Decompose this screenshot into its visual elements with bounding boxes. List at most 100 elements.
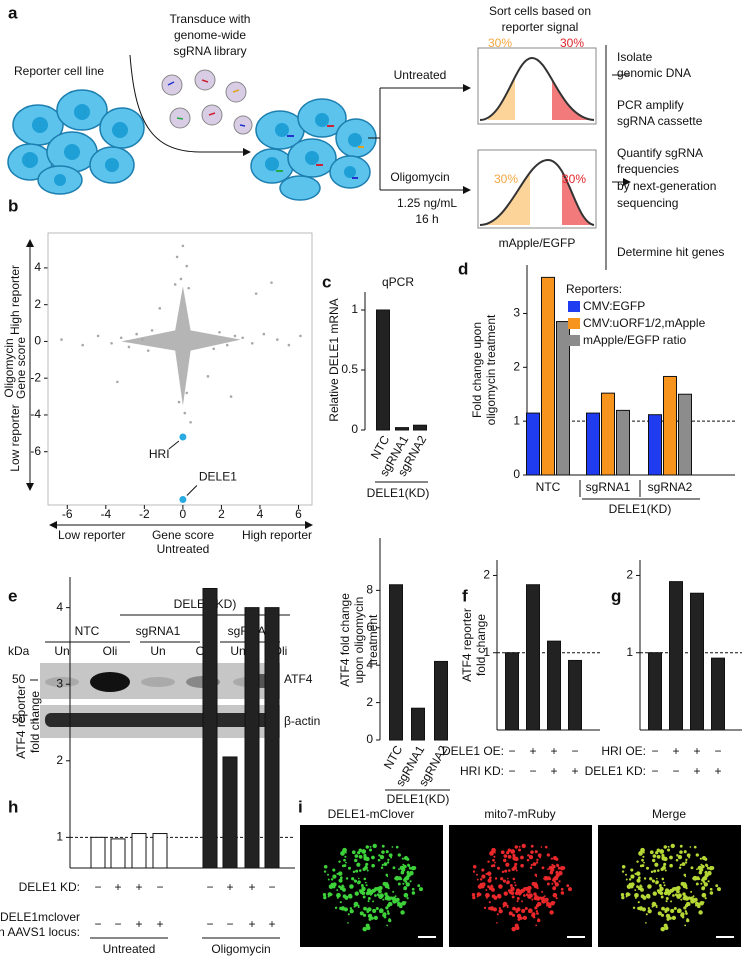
mito-speckle [323, 895, 327, 900]
point [119, 336, 123, 340]
gate-label: 30% [562, 172, 586, 186]
mito-speckle [647, 907, 651, 910]
y-tick-label: 4 [56, 600, 63, 614]
mito-speckle [660, 926, 665, 932]
point [299, 334, 302, 338]
mito-speckle [362, 913, 367, 917]
mito-speckle [374, 894, 377, 897]
bar [389, 584, 403, 741]
bar [110, 838, 126, 869]
mito-speckle [521, 908, 526, 913]
mito-speckle [663, 884, 666, 887]
condition-sign: + [156, 917, 163, 931]
mito-speckle [506, 880, 510, 884]
mito-speckle [643, 861, 645, 864]
condition-sign: − [714, 744, 721, 758]
mito-speckle [354, 854, 359, 858]
point [116, 380, 119, 384]
panel-label: f [462, 586, 468, 605]
condition-sign: − [529, 764, 536, 778]
mito-speckle [634, 872, 637, 875]
mito-speckle [377, 886, 382, 891]
mito-speckle [521, 900, 524, 903]
mito-speckle [390, 856, 393, 859]
mito-speckle [560, 887, 564, 891]
axis-label: Gene score [152, 528, 214, 542]
y-tick-label: 4 [366, 657, 373, 671]
mito-speckle [697, 865, 702, 870]
mito-speckle [679, 850, 683, 854]
mito-speckle [684, 924, 687, 927]
mito-speckle [630, 868, 634, 872]
mito-speckle [353, 879, 358, 883]
bar [568, 659, 582, 731]
mito-speckle [515, 925, 520, 930]
diagram-label: 16 h [415, 212, 438, 226]
mito-speckle [478, 893, 482, 896]
bar [131, 833, 147, 869]
bar [434, 660, 448, 741]
mito-speckle [485, 892, 490, 898]
mito-speckle [500, 850, 505, 855]
mito-speckle [494, 861, 496, 864]
mito-speckle [327, 873, 330, 876]
point-label: DELE1 [199, 470, 237, 484]
mito-speckle [535, 861, 539, 864]
mito-speckle [636, 878, 641, 883]
mito-speckle [386, 896, 392, 901]
mito-speckle [363, 877, 367, 881]
mito-speckle [485, 896, 488, 899]
bar [648, 652, 662, 731]
leader-line [186, 485, 198, 496]
mito-speckle [323, 865, 328, 869]
mito-speckle [516, 900, 519, 903]
condition-sign: + [714, 764, 721, 778]
y-tick-label: 4 [34, 260, 41, 274]
mito-speckle [372, 843, 377, 849]
mito-speckle [510, 849, 516, 854]
mito-speckle [349, 884, 354, 889]
axis-label: Low reporter [58, 528, 125, 542]
mito-speckle [520, 888, 525, 893]
mito-speckle [411, 887, 415, 891]
mito-speckle [509, 889, 512, 892]
mito-speckle [491, 906, 494, 909]
mito-speckle [651, 879, 656, 883]
mito-speckle [649, 850, 654, 855]
mito-speckle [404, 888, 407, 891]
legend-label: CMV:EGFP [583, 299, 645, 313]
mito-speckle [341, 864, 345, 868]
x-tick-label: 6 [295, 507, 302, 521]
mito-speckle [667, 845, 670, 848]
condition-sign: − [206, 917, 213, 931]
mito-speckle [329, 893, 333, 896]
mito-speckle [366, 908, 370, 912]
step-arrow [612, 74, 630, 182]
mito-speckle [353, 901, 359, 907]
mito-speckle [358, 855, 362, 859]
condition-label: DELE1 KD: [585, 764, 646, 778]
point [241, 336, 244, 340]
mito-speckle [488, 901, 491, 904]
y-tick-label: 1 [513, 413, 520, 427]
x-tick-label: NTC [536, 480, 561, 494]
axis-label: Oligomycin [2, 338, 16, 397]
mito-speckle [510, 891, 514, 895]
mito-speckle [670, 908, 675, 913]
y-tick-label: 1 [483, 645, 490, 659]
mito-speckle [520, 855, 524, 860]
mito-speckle [372, 900, 375, 903]
mito-speckle [550, 901, 555, 906]
mito-speckle [537, 901, 542, 906]
mito-speckle [549, 870, 554, 875]
mito-speckle [557, 866, 561, 870]
mito-speckle [660, 867, 664, 871]
legend-title: Reporters: [566, 282, 622, 296]
condition-sign: − [156, 880, 163, 894]
mito-speckle [506, 906, 509, 909]
point [96, 334, 100, 338]
mito-speckle [490, 864, 494, 868]
mito-speckle [336, 892, 341, 898]
lane-label: Un [54, 644, 69, 658]
mito-speckle [348, 866, 352, 870]
